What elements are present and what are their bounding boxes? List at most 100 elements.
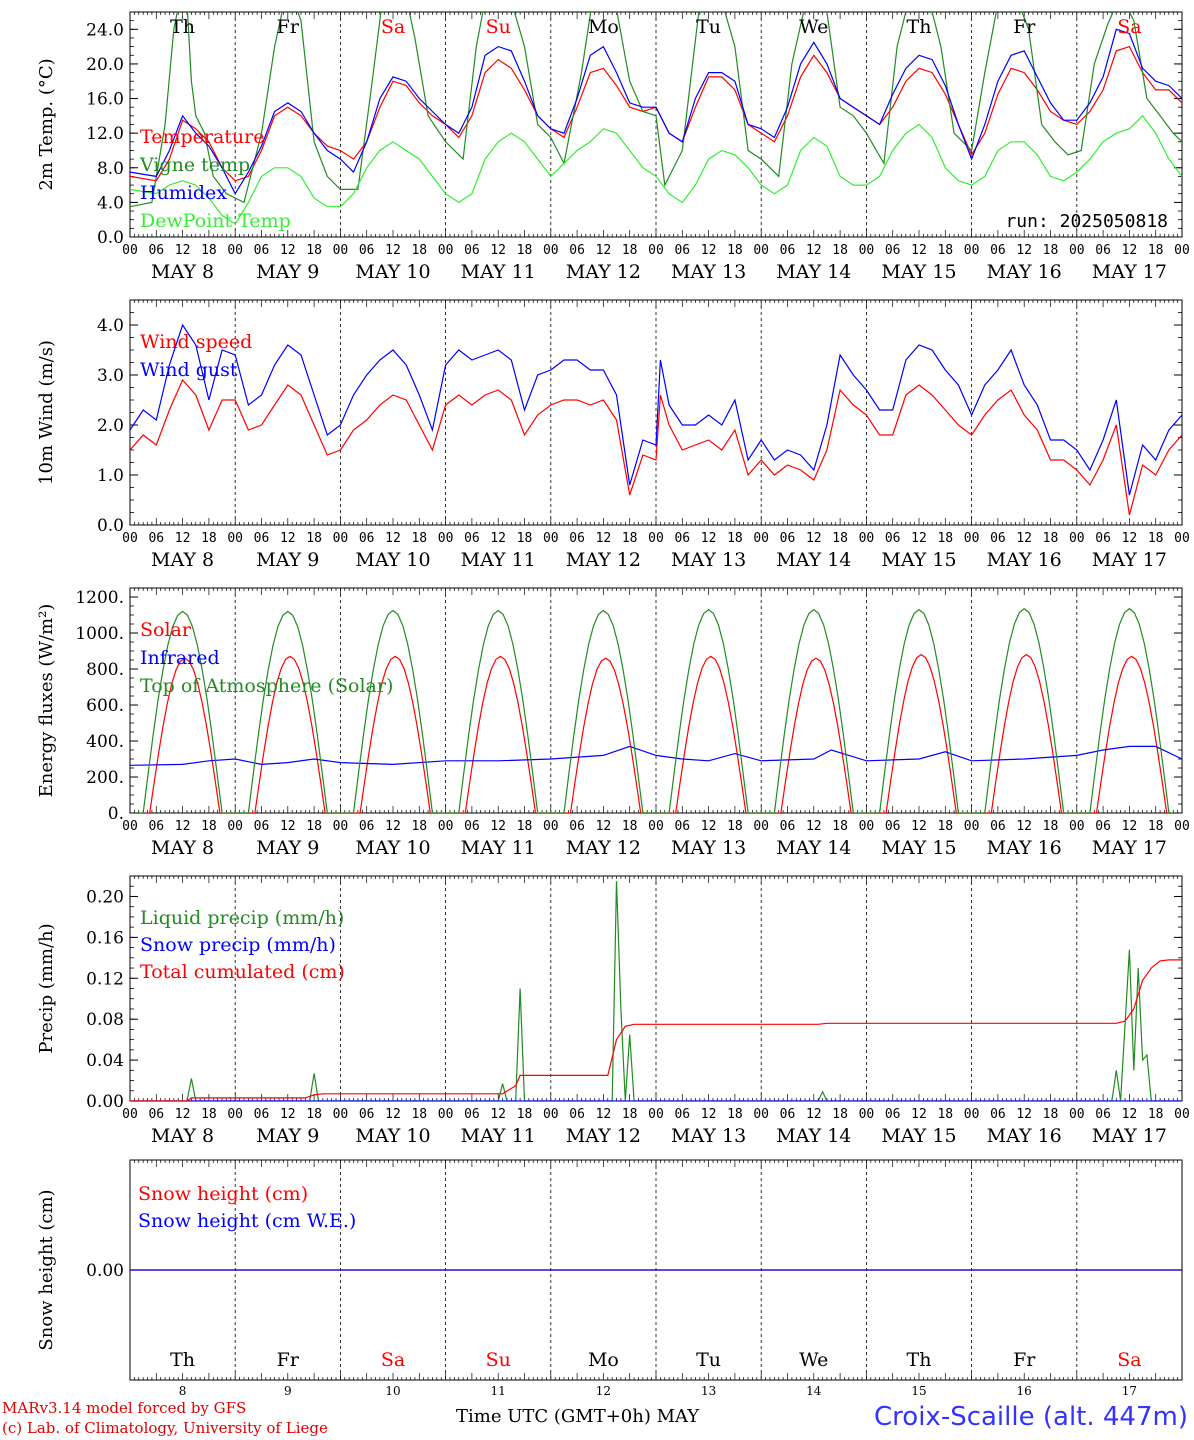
date-label: MAY 17 <box>1092 261 1167 283</box>
hour-tick-label: 12 <box>1122 1107 1138 1122</box>
hour-tick-label: 00 <box>753 1107 769 1122</box>
y-tick-label: 0.12 <box>86 969 124 989</box>
hour-tick-label: 12 <box>1122 819 1138 834</box>
hour-tick-label: 06 <box>885 1107 901 1122</box>
hour-tick-label: 00 <box>964 819 980 834</box>
date-label: MAY 15 <box>881 261 956 283</box>
date-label: MAY 15 <box>881 549 956 571</box>
hour-tick-label: 12 <box>1016 1107 1032 1122</box>
date-label: MAY 9 <box>256 549 319 571</box>
hour-tick-label: 06 <box>254 243 270 258</box>
day-name: Tu <box>696 16 721 38</box>
hour-tick-label: 06 <box>359 531 375 546</box>
hour-tick-label: 18 <box>201 1107 217 1122</box>
y-tick-label: 1.0 <box>97 466 124 486</box>
hour-tick-label: 00 <box>122 1107 138 1122</box>
y-tick-label: 1000. <box>75 624 124 644</box>
hour-tick-label: 12 <box>911 819 927 834</box>
hour-tick-label: 12 <box>806 531 822 546</box>
date-label: MAY 13 <box>671 549 746 571</box>
hour-tick-label: 12 <box>280 243 296 258</box>
hour-tick-label: 06 <box>885 243 901 258</box>
date-label: MAY 12 <box>566 1125 641 1147</box>
date-label: MAY 15 <box>881 1125 956 1147</box>
y-tick-label: 0.08 <box>86 1010 124 1030</box>
hour-tick-label: 18 <box>517 243 533 258</box>
hour-tick-label: 00 <box>964 243 980 258</box>
y-tick-label: 0.0 <box>97 228 124 248</box>
panel-frame <box>129 299 1183 526</box>
hour-tick-label: 18 <box>937 243 953 258</box>
legend-entry: Top of Atmosphere (Solar) <box>140 675 393 697</box>
hour-tick-label: 06 <box>464 1107 480 1122</box>
hour-tick-label: 06 <box>674 1107 690 1122</box>
hour-tick-label: 18 <box>306 531 322 546</box>
date-label: MAY 13 <box>671 837 746 859</box>
hour-tick-label: 12 <box>911 243 927 258</box>
hour-tick-label: 12 <box>701 531 717 546</box>
hour-tick-label: 18 <box>937 531 953 546</box>
legend-entry: Wind gust <box>140 359 238 381</box>
panel-4: 0.00 0.04 0.08 0.12 0.16 0.20 Precip (mm/h) 00 0… <box>36 875 1190 1147</box>
hour-tick-label: 00 <box>753 531 769 546</box>
hour-tick-label: 12 <box>1016 243 1032 258</box>
hour-tick-label: 00 <box>122 819 138 834</box>
legend-entry: Temperature <box>140 126 264 148</box>
date-label: MAY 10 <box>355 549 430 571</box>
hour-tick-label: 06 <box>780 819 796 834</box>
date-label: MAY 16 <box>987 261 1062 283</box>
date-label: MAY 11 <box>461 261 536 283</box>
hour-tick-label: 00 <box>543 243 559 258</box>
date-number: 8 <box>179 1384 187 1398</box>
day-name: Mo <box>588 1349 619 1371</box>
hour-tick-label: 00 <box>648 243 664 258</box>
y-tick-label: 200. <box>86 768 124 788</box>
date-number: 14 <box>806 1384 822 1398</box>
y-tick-label: 400. <box>86 732 124 752</box>
y-tick-label: 12.0 <box>86 124 124 144</box>
legend-entry: Total cumulated (cm) <box>140 961 345 983</box>
legend-entry: Solar <box>140 619 192 641</box>
hour-tick-label: 18 <box>727 819 743 834</box>
y-tick-label: 0.16 <box>86 928 124 948</box>
series-dewpoint-temp <box>130 114 1182 225</box>
date-label: MAY 11 <box>461 837 536 859</box>
hour-tick-label: 18 <box>622 531 638 546</box>
y-tick-label: 0.00 <box>86 1092 124 1112</box>
hour-tick-label: 00 <box>333 243 349 258</box>
date-label: MAY 9 <box>256 837 319 859</box>
hour-tick-label: 12 <box>490 531 506 546</box>
series-wind-gust <box>130 323 1182 496</box>
hour-tick-label: 06 <box>148 531 164 546</box>
hour-tick-label: 06 <box>359 819 375 834</box>
hour-tick-label: 06 <box>674 243 690 258</box>
series-solar <box>145 653 1171 813</box>
hour-tick-label: 18 <box>411 243 427 258</box>
hour-tick-label: 00 <box>648 1107 664 1122</box>
day-name: Sa <box>1117 1349 1141 1371</box>
hour-tick-label: 12 <box>490 819 506 834</box>
y-tick-label: 2.0 <box>97 416 124 436</box>
hour-tick-label: 06 <box>359 1107 375 1122</box>
hour-tick-label: 00 <box>753 243 769 258</box>
hour-tick-label: 06 <box>148 819 164 834</box>
day-name: Mo <box>588 16 619 38</box>
hour-tick-label: 06 <box>780 1107 796 1122</box>
hour-tick-label: 06 <box>464 819 480 834</box>
hour-tick-label: 18 <box>727 531 743 546</box>
date-label: MAY 16 <box>987 549 1062 571</box>
lab-credit: (c) Lab. of Climatology, University of L… <box>2 1419 328 1437</box>
series-wind-speed <box>130 378 1182 516</box>
hour-tick-label: 18 <box>201 243 217 258</box>
hour-tick-label: 00 <box>859 1107 875 1122</box>
hour-tick-label: 00 <box>438 1107 454 1122</box>
hour-tick-label: 06 <box>990 243 1006 258</box>
day-name: Th <box>907 1349 932 1371</box>
hour-tick-label: 12 <box>1016 531 1032 546</box>
series-infrared <box>130 745 1182 766</box>
date-label: MAY 9 <box>256 1125 319 1147</box>
hour-tick-label: 06 <box>464 243 480 258</box>
hour-tick-label: 00 <box>543 819 559 834</box>
hour-tick-label: 06 <box>569 531 585 546</box>
day-name: Sa <box>1117 16 1141 38</box>
